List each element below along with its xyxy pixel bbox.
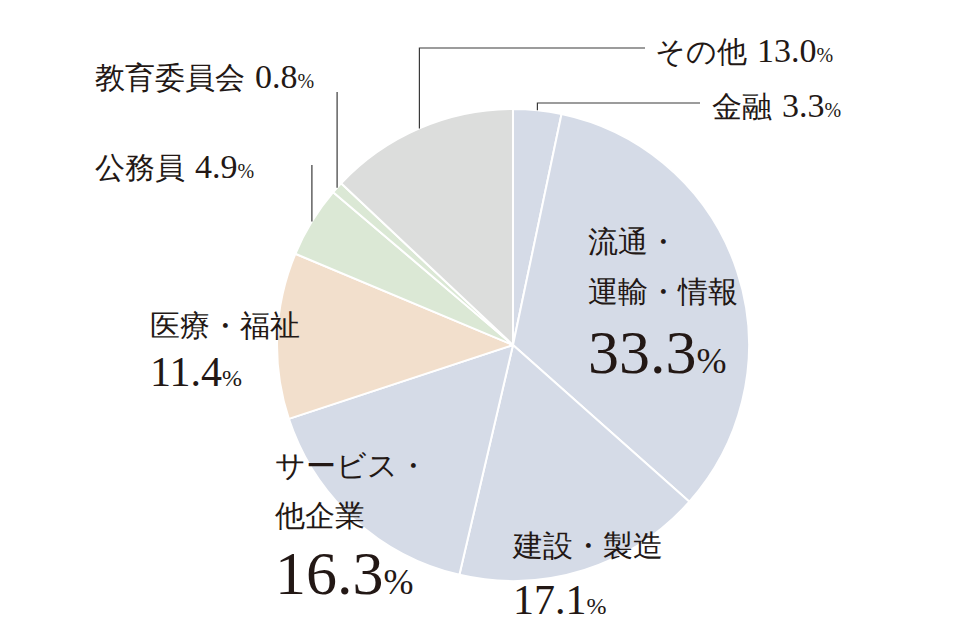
data-label: 0.8% [255,58,314,95]
data-label: 33.3% [588,318,727,386]
leader-line [419,48,645,128]
data-label: 11.4% [150,349,242,395]
data-label: 4.9% [195,148,254,185]
category-label: その他 [655,34,747,69]
category-label: 公務員 [95,150,185,185]
data-label: 3.3% [782,87,841,124]
leader-line [311,165,312,222]
chart: 金融 3.3% 流通・運輸・情報 33.3% 建設・製造 17.1% サービス・他企業16.… [0,0,960,640]
category-label: 教育委員会 [95,60,245,95]
data-label: 17.1% [513,577,607,623]
pie-slice [341,109,513,345]
category-label: サービス・他企業 [275,448,428,533]
leader-line [337,92,338,188]
category-label: 流通・運輸・情報 [588,224,738,309]
category-label: 医療・福祉 [150,308,300,343]
labels: 金融 3.3% 流通・運輸・情報 33.3% 建設・製造 17.1% サービス・他企業16.… [95,32,841,623]
category-label: 金融 [712,89,772,124]
data-label: 13.0% [757,32,833,69]
leader-line [537,103,700,110]
category-label: 建設・製造 [512,528,663,563]
data-label: 16.3% [275,539,414,607]
